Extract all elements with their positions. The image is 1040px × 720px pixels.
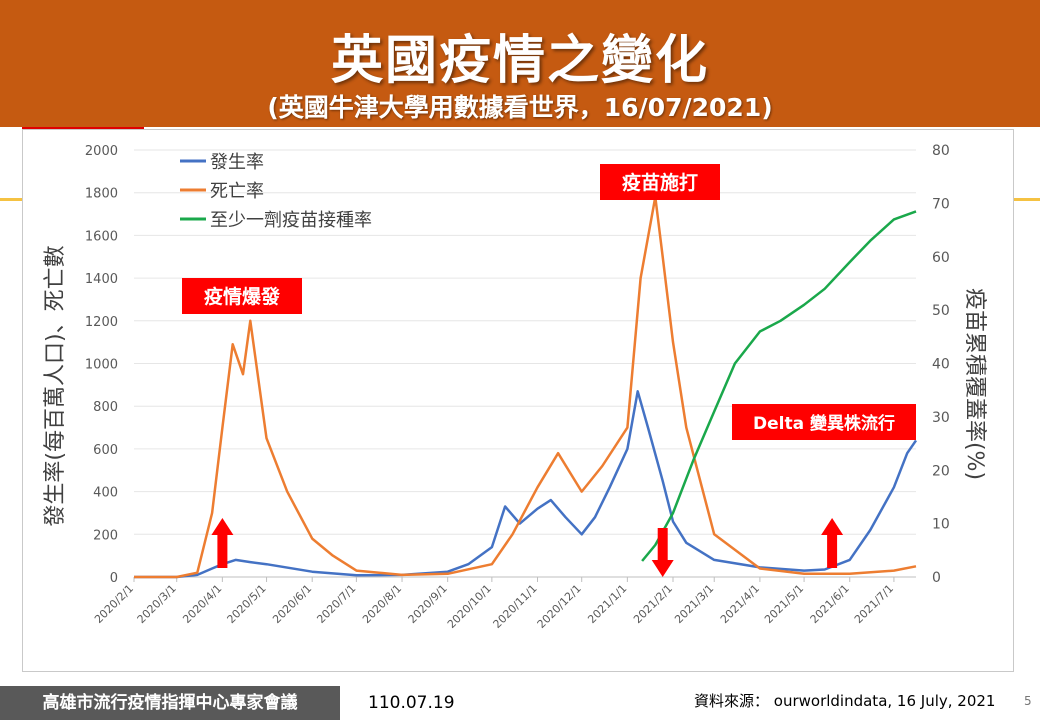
annotation-arrow-up bbox=[211, 518, 234, 568]
slide-subtitle: (英國牛津大學用數據看世界，16/07/2021) bbox=[267, 93, 773, 122]
legend-label-deaths: 死亡率 bbox=[210, 181, 264, 202]
y-tick-left-label: 1000 bbox=[85, 358, 118, 373]
x-tick-label: 2020/8/1 bbox=[360, 582, 404, 626]
series-deaths-line bbox=[134, 195, 917, 579]
y-tick-left-label: 200 bbox=[93, 528, 118, 543]
annotation-arrow-up bbox=[821, 518, 844, 568]
y-axis-left: 0 200 400 600 800 1000 1200 1400 1600 1800 2000 bbox=[85, 144, 118, 586]
x-tick-label: 2021/1/1 bbox=[585, 582, 629, 626]
accent-bar bbox=[22, 127, 144, 130]
legend-label-incidence: 發生率 bbox=[210, 152, 264, 173]
x-tick-label: 2020/7/1 bbox=[314, 582, 358, 626]
series-incidence-line bbox=[134, 390, 918, 579]
callout-outbreak-box bbox=[182, 278, 302, 314]
slide-title: 英國疫情之變化 bbox=[330, 31, 709, 91]
y-axis-left-label: 發生率(每百萬人口)、死亡數 bbox=[43, 245, 68, 526]
x-tick-label: 2020/9/1 bbox=[406, 582, 450, 626]
y-tick-left-label: 1400 bbox=[85, 272, 118, 287]
callout-delta: Delta 變異株流行 bbox=[753, 413, 895, 434]
footer-date: 110.07.19 bbox=[368, 693, 455, 713]
y-tick-right-label: 80 bbox=[932, 143, 950, 159]
y-tick-left-label: 0 bbox=[110, 571, 118, 586]
x-tick-label: 2020/4/1 bbox=[180, 582, 224, 626]
source-credit: 資料來源： ourworldindata, 16 July, 2021 bbox=[694, 692, 996, 710]
series-vaccination-line bbox=[641, 210, 917, 562]
callout-vaccination-box bbox=[600, 164, 720, 200]
y-axis-right: 0 10 20 30 40 50 60 70 80 bbox=[932, 143, 950, 586]
x-tick-label: 2020/6/1 bbox=[270, 582, 314, 626]
x-tick-label: 2020/10/1 bbox=[445, 582, 494, 631]
arrows-layer bbox=[211, 518, 844, 577]
footer-org: 高雄市流行疫情指揮中心專家會議 bbox=[42, 693, 298, 713]
y-tick-left-label: 1200 bbox=[85, 315, 118, 330]
y-tick-right-label: 60 bbox=[932, 250, 950, 266]
y-tick-right-label: 40 bbox=[932, 357, 950, 373]
y-tick-left-label: 800 bbox=[93, 400, 118, 415]
x-tick-label: 2021/7/1 bbox=[852, 582, 896, 626]
x-tick-label: 2020/11/1 bbox=[491, 582, 540, 631]
legend-label-vaccination: 至少一劑疫苗接種率 bbox=[210, 210, 372, 231]
y-tick-left-label: 1600 bbox=[85, 229, 118, 244]
y-tick-right-label: 70 bbox=[932, 196, 950, 212]
x-tick-label: 2020/2/1 bbox=[92, 582, 136, 626]
y-tick-right-label: 20 bbox=[932, 463, 950, 479]
y-tick-right-label: 30 bbox=[932, 410, 950, 426]
y-tick-right-label: 10 bbox=[932, 517, 950, 533]
y-tick-left-label: 2000 bbox=[85, 144, 118, 159]
y-axis-right-label: 疫苗累積覆蓋率(%) bbox=[962, 288, 987, 480]
y-tick-left-label: 600 bbox=[93, 443, 118, 458]
y-tick-left-label: 400 bbox=[93, 486, 118, 501]
x-tick-label: 2021/3/1 bbox=[672, 582, 716, 626]
y-tick-right-label: 0 bbox=[932, 570, 941, 586]
right-accent-line bbox=[1012, 198, 1040, 201]
y-tick-left-label: 1800 bbox=[85, 187, 118, 202]
x-tick-label: 2020/3/1 bbox=[135, 582, 179, 626]
x-tick-label: 2021/2/1 bbox=[631, 582, 675, 626]
series-layer bbox=[134, 195, 918, 579]
legend: 發生率 死亡率 至少一劑疫苗接種率 bbox=[180, 152, 372, 231]
x-tick-label: 2021/6/1 bbox=[808, 582, 852, 626]
y-tick-right-label: 50 bbox=[932, 303, 950, 319]
callout-outbreak: 疫情爆發 bbox=[204, 285, 281, 308]
left-accent-line bbox=[0, 198, 22, 201]
x-tick-label: 2021/5/1 bbox=[762, 582, 806, 626]
footer-bar: 高雄市流行疫情指揮中心專家會議 bbox=[0, 686, 340, 720]
x-tick-label: 2021/4/1 bbox=[718, 582, 762, 626]
callout-vaccination: 疫苗施打 bbox=[622, 171, 698, 194]
x-tick-label: 2020/12/1 bbox=[535, 582, 584, 631]
page-number: 5 bbox=[1024, 694, 1032, 708]
title-banner bbox=[0, 0, 1040, 127]
annotation-arrow-down bbox=[651, 528, 674, 577]
x-tick-label: 2020/5/1 bbox=[225, 582, 269, 626]
callout-delta-box bbox=[732, 404, 916, 440]
